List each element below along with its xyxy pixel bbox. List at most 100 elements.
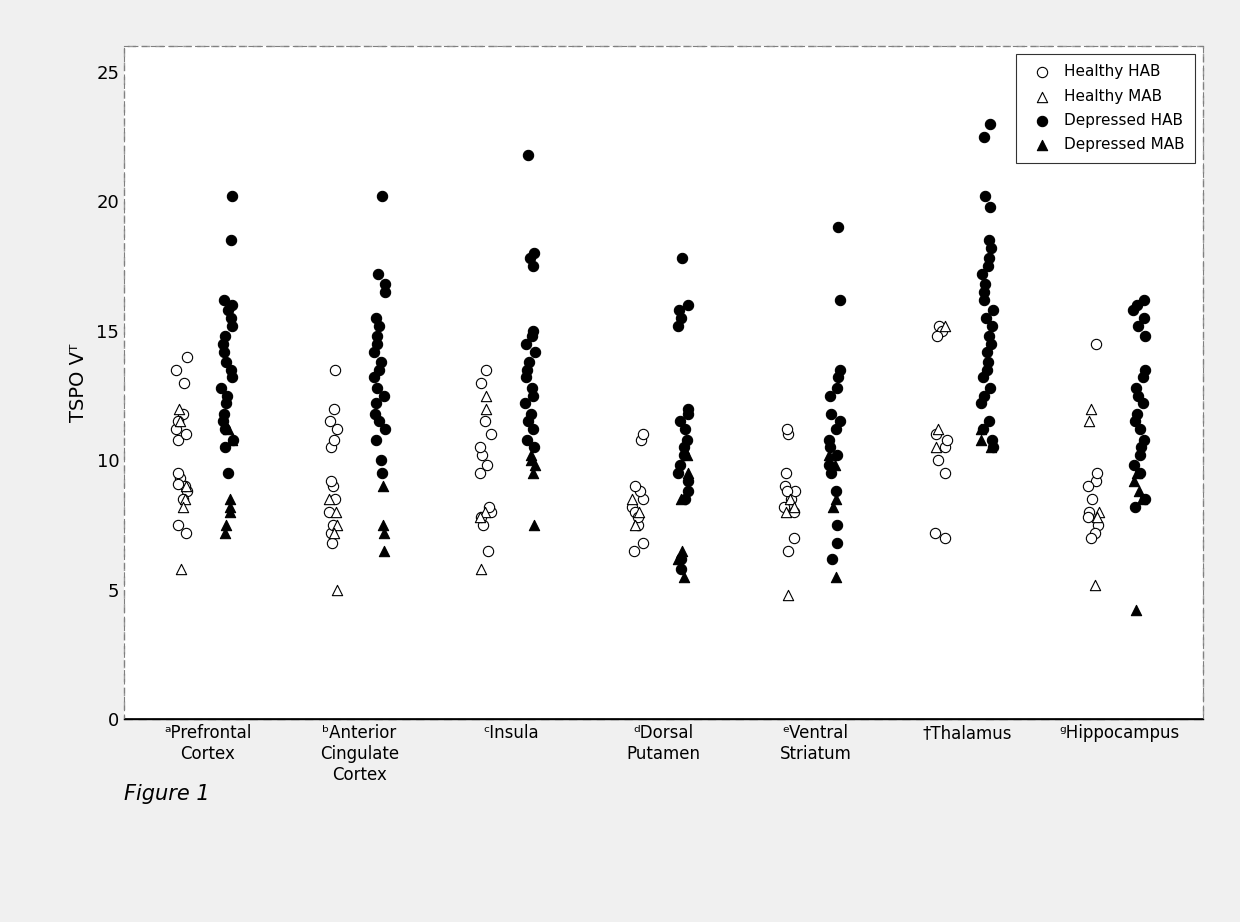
Point [1135,311,1154,325]
Point [625,479,645,493]
Point [320,414,340,429]
Point [218,466,238,480]
Point [516,370,536,384]
Point [325,491,345,506]
Point [781,491,801,506]
Point [928,328,947,343]
Point [374,388,394,403]
Bar [124,46,1203,719]
Point [671,414,691,429]
Point [1135,491,1154,506]
Point [174,491,193,506]
Point [1081,491,1101,506]
Point [319,491,339,506]
Point [522,381,542,396]
Point [776,504,796,519]
Point [216,517,236,532]
Point [830,292,849,307]
Point [677,448,697,463]
Point [827,517,847,532]
Point [671,551,691,566]
Point [216,422,236,437]
Point [668,318,688,333]
Point [978,259,998,274]
Point [326,504,346,519]
Point [785,484,805,499]
Point [820,458,839,473]
Point [321,440,341,455]
Y-axis label: TSPO Vᵀ: TSPO Vᵀ [68,343,88,422]
Point [982,432,1002,447]
Point [1079,479,1099,493]
Point [1078,510,1097,525]
Point [477,458,497,473]
Point [629,510,649,525]
Point [825,458,844,473]
Point [976,277,996,291]
Point [521,453,541,467]
Point [523,517,543,532]
Point [523,388,543,403]
Point [625,517,645,532]
Point [471,448,491,463]
Point [675,422,694,437]
Point [367,337,387,351]
Point [1125,458,1145,473]
Point [523,259,543,274]
Point [476,362,496,377]
Point [170,471,190,486]
Point [372,453,392,467]
Point [1133,396,1153,410]
Point [971,432,991,447]
Point [937,432,957,447]
Point [622,500,642,514]
Point [167,414,187,429]
Point [211,381,231,396]
Point [522,448,542,463]
Point [785,500,805,514]
Point [216,328,236,343]
Point [470,440,490,455]
Point [523,466,543,480]
Point [322,536,342,550]
Point [520,251,539,266]
Point [625,504,645,519]
Point [1135,362,1154,377]
Point [1086,337,1106,351]
Point [325,526,345,540]
Point [175,491,195,506]
Point [820,448,839,463]
Point [522,407,542,421]
Point [1086,474,1106,489]
Point [477,544,497,559]
Point [167,476,187,491]
Point [1087,510,1107,525]
Point [784,530,804,545]
Point [471,510,491,525]
Point [216,440,236,455]
Point [976,311,996,325]
Point [366,396,386,410]
Point [218,302,238,317]
Point [624,544,644,559]
Point [175,479,195,493]
Point [526,344,546,359]
Point [217,396,237,410]
Point [525,246,544,261]
Point [980,381,999,396]
Point [971,396,991,410]
Point [215,344,234,359]
Point [1085,526,1105,540]
Point [327,583,347,597]
Point [327,517,347,532]
Point [374,544,394,559]
Point [363,370,383,384]
Point [827,381,847,396]
Point [1127,466,1147,480]
Point [830,414,849,429]
Point [678,474,698,489]
Point [1089,504,1109,519]
Point [673,448,693,463]
Point [1127,298,1147,313]
Point [324,432,343,447]
